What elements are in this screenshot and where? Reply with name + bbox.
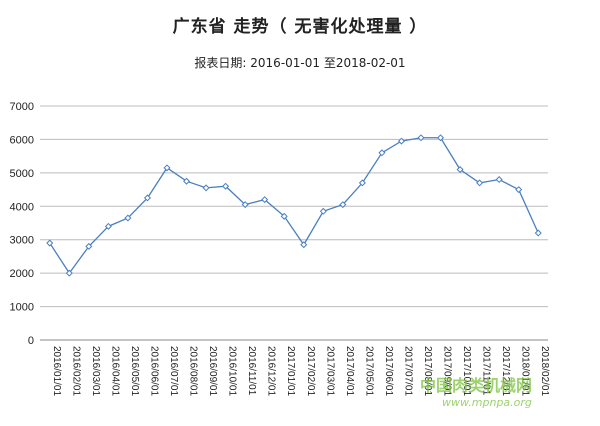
data-point-4: [124, 214, 132, 222]
x-tick-label-19: 2017/08/01: [422, 346, 433, 396]
data-point-21: [456, 166, 464, 174]
chart-title: 广东省 走势（ 无害化处理量 ）: [172, 17, 428, 37]
x-tick-label-16: 2017/05/01: [363, 346, 374, 396]
x-tick-label-20: 2017/09/01: [442, 346, 453, 396]
x-tick-label-6: 2016/07/01: [168, 346, 179, 396]
data-point-12: [280, 212, 288, 220]
data-point-22: [476, 179, 484, 187]
data-point-3: [104, 222, 112, 230]
watermark-logo-text: 中国肉类机械网: [420, 376, 533, 395]
data-point-7: [183, 177, 191, 185]
chart-subtitle: 报表日期: 2016-01-01 至2018-02-01: [194, 56, 406, 70]
data-point-14: [319, 207, 327, 215]
x-tick-label-12: 2017/01/01: [285, 346, 296, 396]
x-tick-label-24: 2018/01/01: [520, 346, 531, 396]
data-point-23: [495, 176, 503, 184]
x-tick-label-3: 2016/04/01: [109, 346, 120, 396]
x-tick-label-21: 2017/10/01: [461, 346, 472, 396]
x-tick-label-15: 2017/04/01: [344, 346, 355, 396]
data-point-6: [163, 164, 171, 172]
x-tick-label-18: 2017/07/01: [402, 346, 413, 396]
data-point-15: [339, 201, 347, 209]
x-tick-label-8: 2016/09/01: [207, 346, 218, 396]
series-line-0: [49, 137, 539, 275]
data-point-5: [143, 194, 151, 202]
data-point-9: [222, 182, 230, 190]
x-tick-label-23: 2017/12/01: [500, 346, 511, 396]
x-tick-label-17: 2017/06/01: [383, 346, 394, 396]
data-point-16: [358, 179, 366, 187]
x-tick-label-9: 2016/10/01: [227, 346, 238, 396]
data-point-2: [85, 242, 93, 250]
y-tick-label-2: 2000: [10, 268, 34, 280]
y-tick-label-3: 3000: [10, 235, 34, 247]
x-tick-label-1: 2016/02/01: [70, 346, 81, 396]
data-point-10: [241, 201, 249, 209]
data-point-8: [202, 184, 210, 192]
x-tick-label-0: 2016/01/01: [51, 346, 62, 396]
data-point-18: [397, 137, 405, 145]
x-tick-label-11: 2016/12/01: [266, 346, 277, 396]
x-tick-label-4: 2016/05/01: [129, 346, 140, 396]
y-tick-label-4: 4000: [10, 201, 34, 213]
y-tick-label-0: 0: [28, 335, 34, 347]
y-tick-label-7: 7000: [10, 101, 34, 113]
x-tick-label-2: 2016/03/01: [90, 346, 101, 396]
data-point-17: [378, 149, 386, 157]
data-point-1: [65, 269, 73, 277]
x-tick-label-22: 2017/11/01: [481, 346, 492, 396]
data-point-0: [46, 239, 54, 247]
y-tick-label-1: 1000: [10, 302, 34, 314]
x-tick-label-10: 2016/11/01: [246, 346, 257, 396]
x-tick-label-7: 2016/08/01: [188, 346, 199, 396]
data-point-13: [300, 241, 308, 249]
data-point-11: [261, 196, 269, 204]
data-point-20: [437, 134, 445, 142]
x-tick-label-25: 2018/02/01: [539, 346, 550, 396]
data-point-25: [534, 229, 542, 237]
x-tick-label-14: 2017/03/01: [324, 346, 335, 396]
y-tick-label-6: 6000: [10, 134, 34, 146]
x-tick-label-13: 2017/02/01: [305, 346, 316, 396]
watermark-url: www.mpnpa.org: [442, 396, 532, 409]
y-tick-label-5: 5000: [10, 168, 34, 180]
data-point-24: [515, 186, 523, 194]
x-tick-label-5: 2016/06/01: [148, 346, 159, 396]
data-point-19: [417, 134, 425, 142]
